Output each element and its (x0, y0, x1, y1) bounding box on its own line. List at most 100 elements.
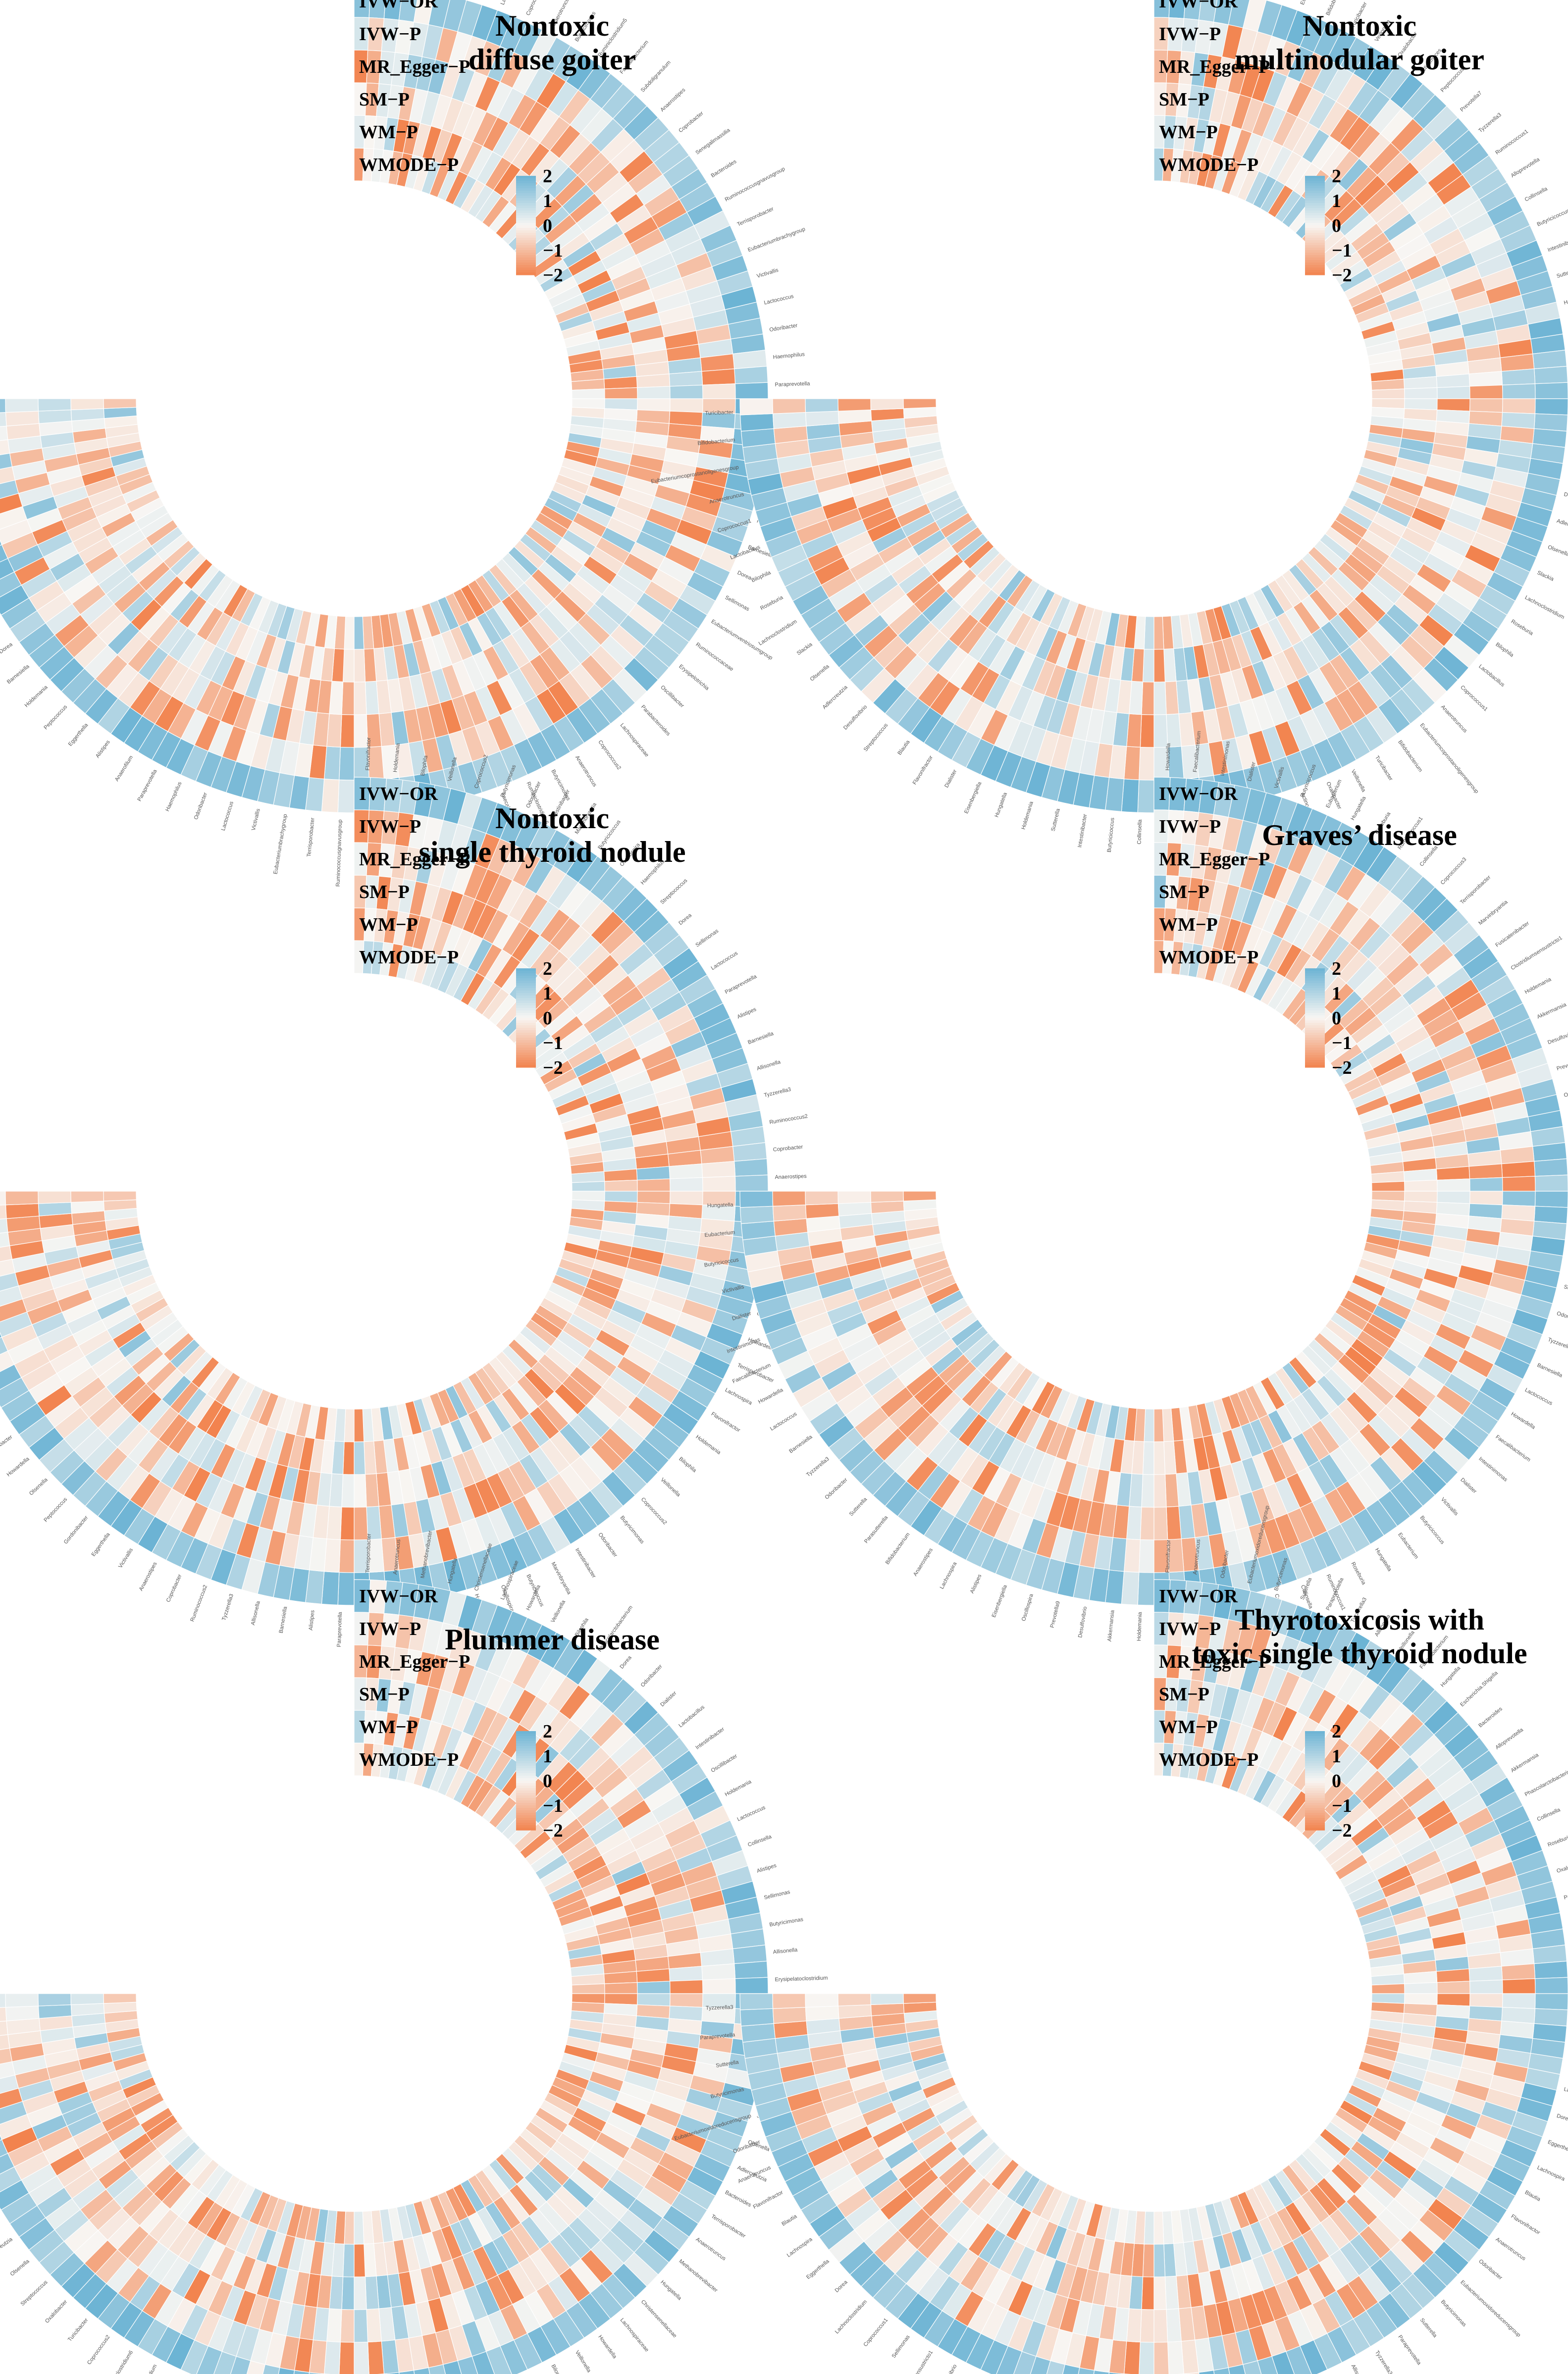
taxon-label: Hungatella (1350, 795, 1367, 821)
legend-gradient-segment (516, 1778, 536, 1781)
heatmap-cell (1469, 1993, 1503, 2008)
heatmap-cell (669, 398, 703, 413)
taxon-label: Holdemania (1020, 800, 1035, 830)
taxon-label: Butyricimonas (769, 1916, 804, 1928)
heatmap-panel-6: Flavonifractor Anaerotruncus Odoribacter Eu… (674, 1505, 1568, 2374)
heatmap-cell (1436, 386, 1470, 399)
taxon-label: Allisonella (773, 1947, 798, 1955)
legend-gradient-segment (516, 1793, 536, 1796)
heatmap-cell (1144, 1409, 1154, 1442)
heatmap-cell (1501, 368, 1536, 385)
taxon-label: Veillonella (1350, 769, 1366, 793)
track-wmp (870, 907, 1438, 1475)
legend-gradient-segment (1305, 181, 1325, 184)
heatmap-cell (1502, 1176, 1536, 1192)
taxon-label: Clostridiumsensustricto1 (1510, 935, 1564, 972)
track-label: IVW−OR (359, 1586, 438, 1607)
heatmap-cell (1371, 388, 1405, 399)
legend-tick-label: 2 (543, 166, 552, 187)
legend-gradient-segment (516, 1736, 536, 1739)
heatmap-cell (733, 366, 768, 384)
taxon-label: Ruminococcus1 (1494, 128, 1529, 156)
heatmap-cell (837, 398, 872, 412)
legend-tick-label: −2 (543, 1057, 563, 1078)
track-mr_eggerp (5, 50, 703, 748)
heatmap-cell (1142, 2243, 1154, 2277)
heatmap-cell (1144, 616, 1154, 650)
taxon-label: Dorea (619, 1654, 633, 1670)
legend-gradient-segment (516, 968, 536, 971)
heatmap-cell (344, 2211, 355, 2245)
legend-gradient-segment (516, 993, 536, 996)
heatmap-cell (1534, 382, 1568, 399)
heatmap-cell (1167, 2341, 1185, 2374)
heatmap-cell (339, 2341, 355, 2374)
taxon-label: Odoribacter (640, 1663, 664, 1688)
taxon-label: Lachnospira (724, 1387, 753, 1406)
legend-tick-label: 1 (543, 983, 552, 1004)
taxon-label: Oscillospira (1021, 1593, 1035, 1622)
taxon-label: Desulfovibrio (842, 704, 868, 731)
heatmap-cell (341, 2276, 355, 2310)
taxon-label: Dorea (736, 570, 753, 581)
legend-gradient-segment (1305, 968, 1325, 971)
heatmap-cell (701, 1161, 736, 1178)
heatmap-cell (740, 1206, 775, 1224)
heatmap-cell (1153, 2243, 1166, 2277)
taxon-label: Alistipes (736, 1006, 758, 1020)
heatmap-cell (1164, 681, 1179, 715)
legend-gradient-segment (1305, 1005, 1325, 1008)
heatmap-cell (636, 1981, 671, 1994)
heatmap-cell (1404, 1982, 1438, 1994)
legend-gradient-segment (1305, 1040, 1325, 1043)
heatmap-cell (1153, 1441, 1166, 1475)
heatmap-cell (38, 1202, 72, 1216)
heatmap-cell (321, 778, 340, 813)
legend-gradient-segment (1305, 196, 1325, 199)
taxon-label: Bacteroides (710, 158, 738, 179)
legend-gradient-segment (1305, 1053, 1325, 1055)
track-label: WMODE−P (359, 947, 459, 968)
legend-gradient-segment (516, 1758, 536, 1761)
heatmap-cell (354, 1409, 365, 1442)
panel-title-line: Nontoxic (1303, 9, 1416, 42)
heatmap-cell (354, 2276, 367, 2310)
legend-gradient-segment (516, 248, 536, 251)
legend-gradient-segment (1305, 1001, 1325, 1003)
legend-gradient-segment (516, 201, 536, 204)
heatmap-cell (1140, 2309, 1154, 2343)
legend-gradient-segment (1305, 998, 1325, 1001)
heatmap-cell (103, 1191, 137, 1202)
legend-gradient-segment (516, 1748, 536, 1751)
taxon-label: Olsenella (9, 2258, 31, 2277)
taxon-label: Oscillibacter (710, 1753, 738, 1774)
heatmap-cell (805, 2005, 839, 2021)
heatmap-cell (1139, 1539, 1154, 1573)
taxon-label: Flavonifractor (912, 754, 935, 786)
legend-gradient-segment (516, 245, 536, 248)
heatmap-cell (38, 2004, 72, 2019)
heatmap-cell (604, 1191, 638, 1203)
track-smp (38, 82, 671, 715)
heatmap-cell (740, 413, 775, 432)
taxon-label: Eisenbergiella (963, 781, 983, 815)
legend-gradient-segment (1305, 253, 1325, 256)
track-wmp (870, 115, 1438, 683)
track-label: IVW−P (1159, 816, 1221, 837)
heatmap-cell (341, 681, 355, 715)
heatmap-panel-1: EubacteriumventriosumgroupRuminococcacea… (0, 0, 810, 887)
heatmap-cell (5, 2005, 40, 2021)
heatmap-cell (1533, 2008, 1568, 2027)
taxon-label: Parabacteroides (640, 704, 672, 737)
legend-gradient-segment (516, 1788, 536, 1791)
legend-gradient-segment (1305, 1038, 1325, 1041)
legend-gradient-segment (1305, 193, 1325, 196)
heatmap-cell (1139, 2341, 1154, 2374)
track-wmodep (103, 148, 605, 650)
heatmap-cell (1153, 714, 1168, 748)
taxon-label: Olsenella (28, 1477, 49, 1497)
heatmap-cell (1534, 1174, 1568, 1192)
track-label: WMODE−P (1159, 947, 1258, 968)
heatmap-cell (1153, 648, 1166, 683)
legend-gradient-segment (1305, 1018, 1325, 1021)
